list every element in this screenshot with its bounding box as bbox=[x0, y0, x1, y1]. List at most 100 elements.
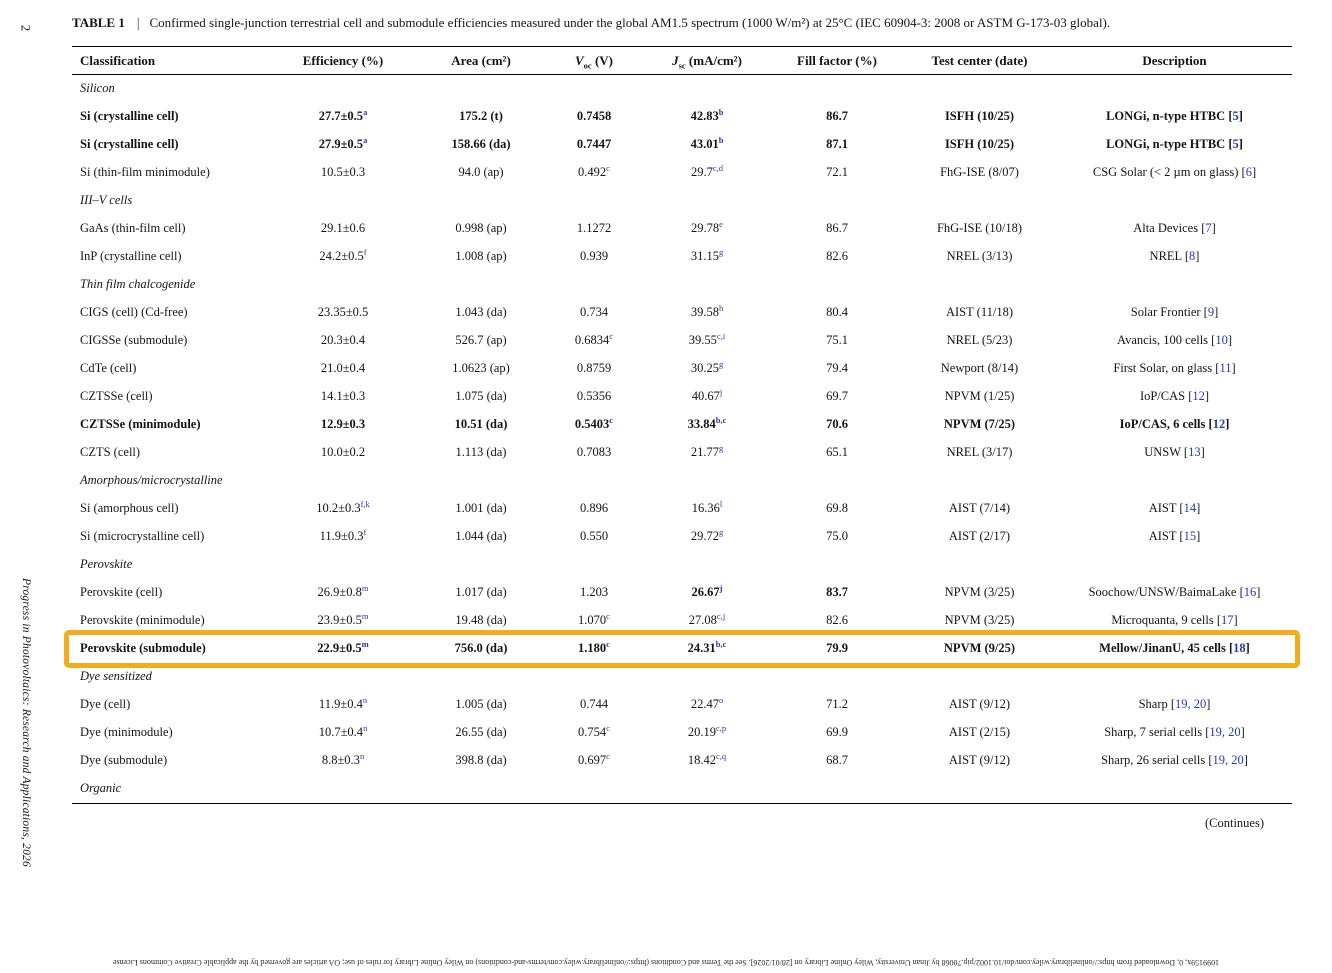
table-cell: NPVM (9/25) bbox=[943, 641, 1016, 656]
footnote-link[interactable]: b bbox=[718, 135, 724, 146]
footnote-link[interactable]: c,i bbox=[716, 331, 726, 342]
footnote-link[interactable]: o bbox=[718, 695, 724, 706]
reference-link[interactable]: 19, 20 bbox=[1209, 725, 1241, 740]
footnote-link[interactable]: c,q bbox=[715, 751, 727, 762]
reference-link[interactable]: 5 bbox=[1232, 109, 1239, 124]
table-cell: 1.075 (da) bbox=[455, 389, 507, 404]
footnote-link[interactable]: f,k bbox=[360, 499, 370, 510]
table-cell: AIST (9/12) bbox=[948, 697, 1011, 712]
footnote-link[interactable]: j bbox=[719, 387, 723, 398]
table-row: Si (thin-film minimodule) 10.5±0.3 94.0 (a… bbox=[72, 159, 1292, 187]
table-cell: UNSW [13] bbox=[1144, 445, 1205, 460]
table-cell: 1.0623 (ap) bbox=[452, 361, 510, 376]
table-cell: 69.7 bbox=[826, 389, 848, 404]
table-cell: 1.113 (da) bbox=[455, 445, 507, 460]
footnote-link[interactable]: g bbox=[718, 247, 724, 258]
footnote-link[interactable]: m bbox=[361, 611, 369, 622]
footnote-link[interactable]: f bbox=[363, 247, 367, 258]
footnote-link[interactable]: m bbox=[361, 639, 369, 650]
column-header: Test center (date) bbox=[902, 46, 1057, 75]
footnote-link[interactable]: g bbox=[718, 527, 724, 538]
reference-link[interactable]: 19, 20 bbox=[1175, 697, 1207, 712]
footnote-link[interactable]: e bbox=[719, 219, 723, 230]
reference-link[interactable]: 15 bbox=[1183, 529, 1197, 544]
reference-link[interactable]: 10 bbox=[1215, 333, 1228, 348]
table-cell: 1.044 (da) bbox=[455, 529, 507, 544]
table-row: Si (microcrystalline cell) 11.9±0.3f 1.044… bbox=[72, 523, 1292, 551]
table-cell: NREL (3/17) bbox=[946, 445, 1013, 460]
reference-link[interactable]: 12 bbox=[1192, 389, 1205, 404]
reference-link[interactable]: 9 bbox=[1207, 305, 1215, 320]
footnote-link[interactable]: c bbox=[606, 163, 610, 174]
footnote-link[interactable]: g bbox=[718, 443, 724, 454]
reference-link[interactable]: 5 bbox=[1232, 137, 1239, 152]
reference-link[interactable]: 17 bbox=[1221, 613, 1234, 628]
footnote-link[interactable]: b,c bbox=[715, 639, 727, 650]
footnote-link[interactable]: a bbox=[363, 107, 368, 118]
table-cell: 1.001 (da) bbox=[455, 501, 507, 516]
section-row: Dye sensitized bbox=[72, 663, 1292, 691]
reference-link[interactable]: 16 bbox=[1243, 585, 1257, 600]
reference-link[interactable]: 7 bbox=[1205, 221, 1212, 236]
footnote-link[interactable]: a bbox=[363, 135, 368, 146]
footnote-link[interactable]: b bbox=[718, 107, 724, 118]
footnote-link[interactable]: j bbox=[719, 583, 723, 594]
footnote-link[interactable]: h bbox=[718, 303, 724, 314]
table-cell: 0.6834c bbox=[574, 331, 614, 348]
footnote-link[interactable]: c bbox=[606, 611, 610, 622]
footnote-link[interactable]: c bbox=[606, 723, 610, 734]
footnote-link[interactable]: c,j bbox=[716, 611, 726, 622]
table-cell: 29.72g bbox=[690, 527, 724, 544]
footnote-link[interactable]: c,d bbox=[712, 163, 724, 174]
table-cell: 0.697c bbox=[578, 751, 610, 768]
table-cell: 68.7 bbox=[826, 753, 848, 768]
table-cell: 65.1 bbox=[826, 445, 848, 460]
reference-link[interactable]: 19, 20 bbox=[1212, 753, 1244, 768]
table-row: Si (amorphous cell) 10.2±0.3f,k 1.001 (da)… bbox=[72, 495, 1292, 523]
table-cell: 1.203 bbox=[579, 585, 609, 600]
reference-link[interactable]: 12 bbox=[1212, 417, 1226, 432]
table-cell: Dye (cell) bbox=[80, 697, 131, 712]
reference-link[interactable]: 6 bbox=[1245, 165, 1252, 180]
table-row: CZTSSe (cell) 14.1±0.3 1.075 (da) 0.5356 40.… bbox=[72, 383, 1292, 411]
reference-link[interactable]: 8 bbox=[1189, 249, 1196, 264]
reference-link[interactable]: 14 bbox=[1183, 501, 1197, 516]
table-row: CZTSSe (minimodule) 12.9±0.3 10.51 (da) 0.5… bbox=[72, 411, 1292, 439]
footnote-link[interactable]: f bbox=[363, 527, 367, 538]
footnote-link[interactable]: n bbox=[362, 695, 368, 706]
reference-link[interactable]: 13 bbox=[1188, 445, 1201, 460]
footnote-link[interactable]: n bbox=[359, 751, 365, 762]
table-cell: 26.67j bbox=[691, 583, 723, 600]
footnote-link[interactable]: m bbox=[361, 583, 369, 594]
table-cell: 31.15g bbox=[690, 247, 724, 264]
column-header: Fill factor (%) bbox=[772, 46, 902, 75]
table-cell: LONGi, n-type HTBC [5] bbox=[1106, 137, 1243, 152]
table-cell: 75.0 bbox=[826, 529, 848, 544]
table-cell: 27.08c,j bbox=[688, 611, 726, 628]
table-cell: Solar Frontier [9] bbox=[1130, 305, 1219, 320]
footnote-link[interactable]: c bbox=[609, 331, 614, 342]
table-cell: 526.7 (ap) bbox=[455, 333, 507, 348]
table-cell: 1.070c bbox=[578, 611, 610, 628]
footnote-link[interactable]: l bbox=[719, 499, 723, 510]
reference-link[interactable]: 11 bbox=[1219, 361, 1232, 376]
table-cell: 27.9±0.5a bbox=[318, 135, 368, 152]
table-cell: 83.7 bbox=[826, 585, 848, 600]
footnote-link[interactable]: c bbox=[606, 751, 610, 762]
table-cell: 0.5356 bbox=[576, 389, 612, 404]
section-row: Thin film chalcogenide bbox=[72, 271, 1292, 299]
footnote-link[interactable]: n bbox=[363, 723, 368, 734]
table-cell: Soochow/UNSW/BaimaLake [16] bbox=[1088, 585, 1261, 600]
footnote-link[interactable]: c bbox=[606, 639, 610, 650]
footnote-link[interactable]: g bbox=[718, 359, 724, 370]
footnote-link[interactable]: c bbox=[609, 415, 614, 426]
footnote-link[interactable]: b,c bbox=[715, 415, 727, 426]
table-cell: 10.2±0.3f,k bbox=[316, 499, 370, 516]
table-cell: First Solar, on glass [11] bbox=[1113, 361, 1236, 376]
table-cell: 30.25g bbox=[690, 359, 724, 376]
footnote-link[interactable]: c,p bbox=[715, 723, 727, 734]
section-label: Thin film chalcogenide bbox=[80, 277, 196, 292]
reference-link[interactable]: 18 bbox=[1233, 641, 1246, 656]
table-cell: 39.55c,i bbox=[688, 331, 726, 348]
table-cell: NPVM (3/25) bbox=[944, 585, 1015, 600]
